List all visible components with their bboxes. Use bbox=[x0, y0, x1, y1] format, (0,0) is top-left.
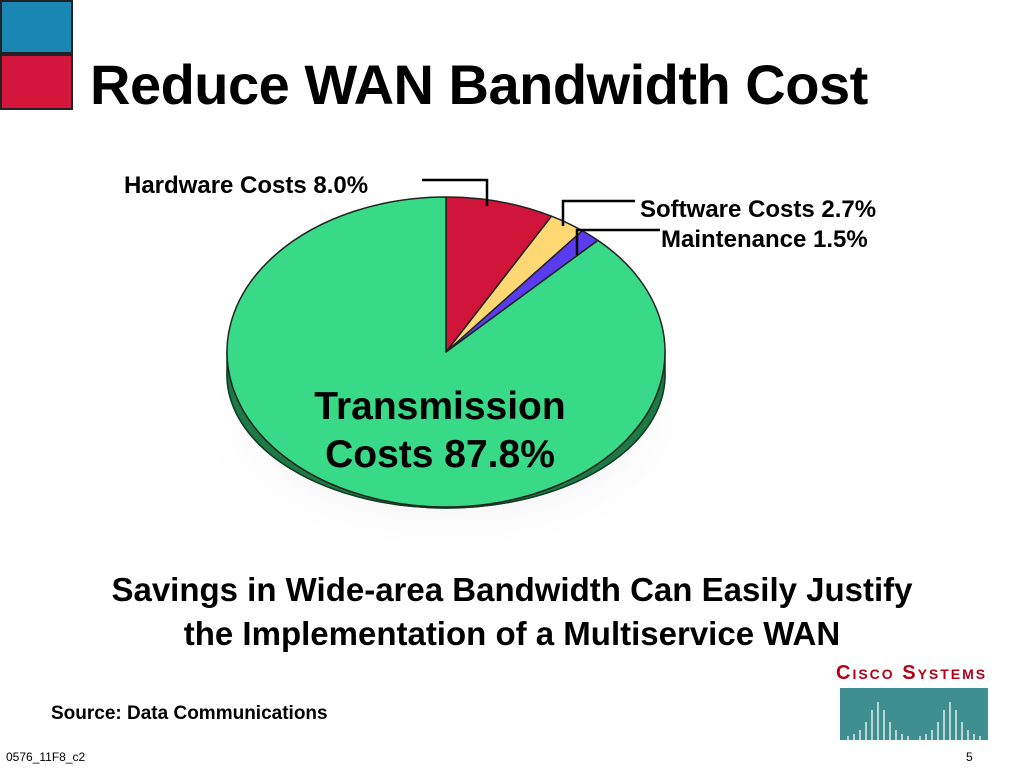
slide-subtitle: Savings in Wide-area Bandwidth Can Easil… bbox=[20, 568, 1004, 656]
cisco-logo-icon bbox=[840, 688, 988, 740]
leader-line-hardware bbox=[422, 178, 489, 206]
source-note: Source: Data Communications bbox=[51, 703, 328, 724]
subtitle-line-2: the Implementation of a Multiservice WAN bbox=[183, 615, 841, 652]
corner-accent-red bbox=[0, 54, 73, 110]
cisco-logo-text: Cisco Systems bbox=[836, 662, 988, 684]
hardware-costs-label: Hardware Costs 8.0% bbox=[124, 172, 369, 199]
pie-slice-hardware-costs bbox=[445, 196, 553, 353]
software-costs-label: Software Costs 2.7% bbox=[640, 196, 877, 223]
leader-line-software bbox=[561, 199, 635, 226]
slide-title: Reduce WAN Bandwidth Cost bbox=[90, 53, 868, 116]
transmission-costs-label: Transmission Costs 87.8% bbox=[290, 383, 590, 479]
pie-slice-transmission-costs bbox=[226, 196, 666, 508]
subtitle-line-1: Savings in Wide-area Bandwidth Can Easil… bbox=[111, 571, 913, 608]
transmission-label-line2: Costs 87.8% bbox=[325, 433, 555, 476]
corner-accent-blue bbox=[0, 0, 73, 54]
pie-chart bbox=[188, 178, 712, 556]
leader-line-maintenance bbox=[575, 228, 660, 255]
transmission-label-line1: Transmission bbox=[314, 385, 566, 428]
maintenance-label: Maintenance 1.5% bbox=[661, 226, 868, 253]
footer-code: 0576_11F8_c2 bbox=[6, 750, 86, 764]
page-number: 5 bbox=[966, 750, 973, 764]
